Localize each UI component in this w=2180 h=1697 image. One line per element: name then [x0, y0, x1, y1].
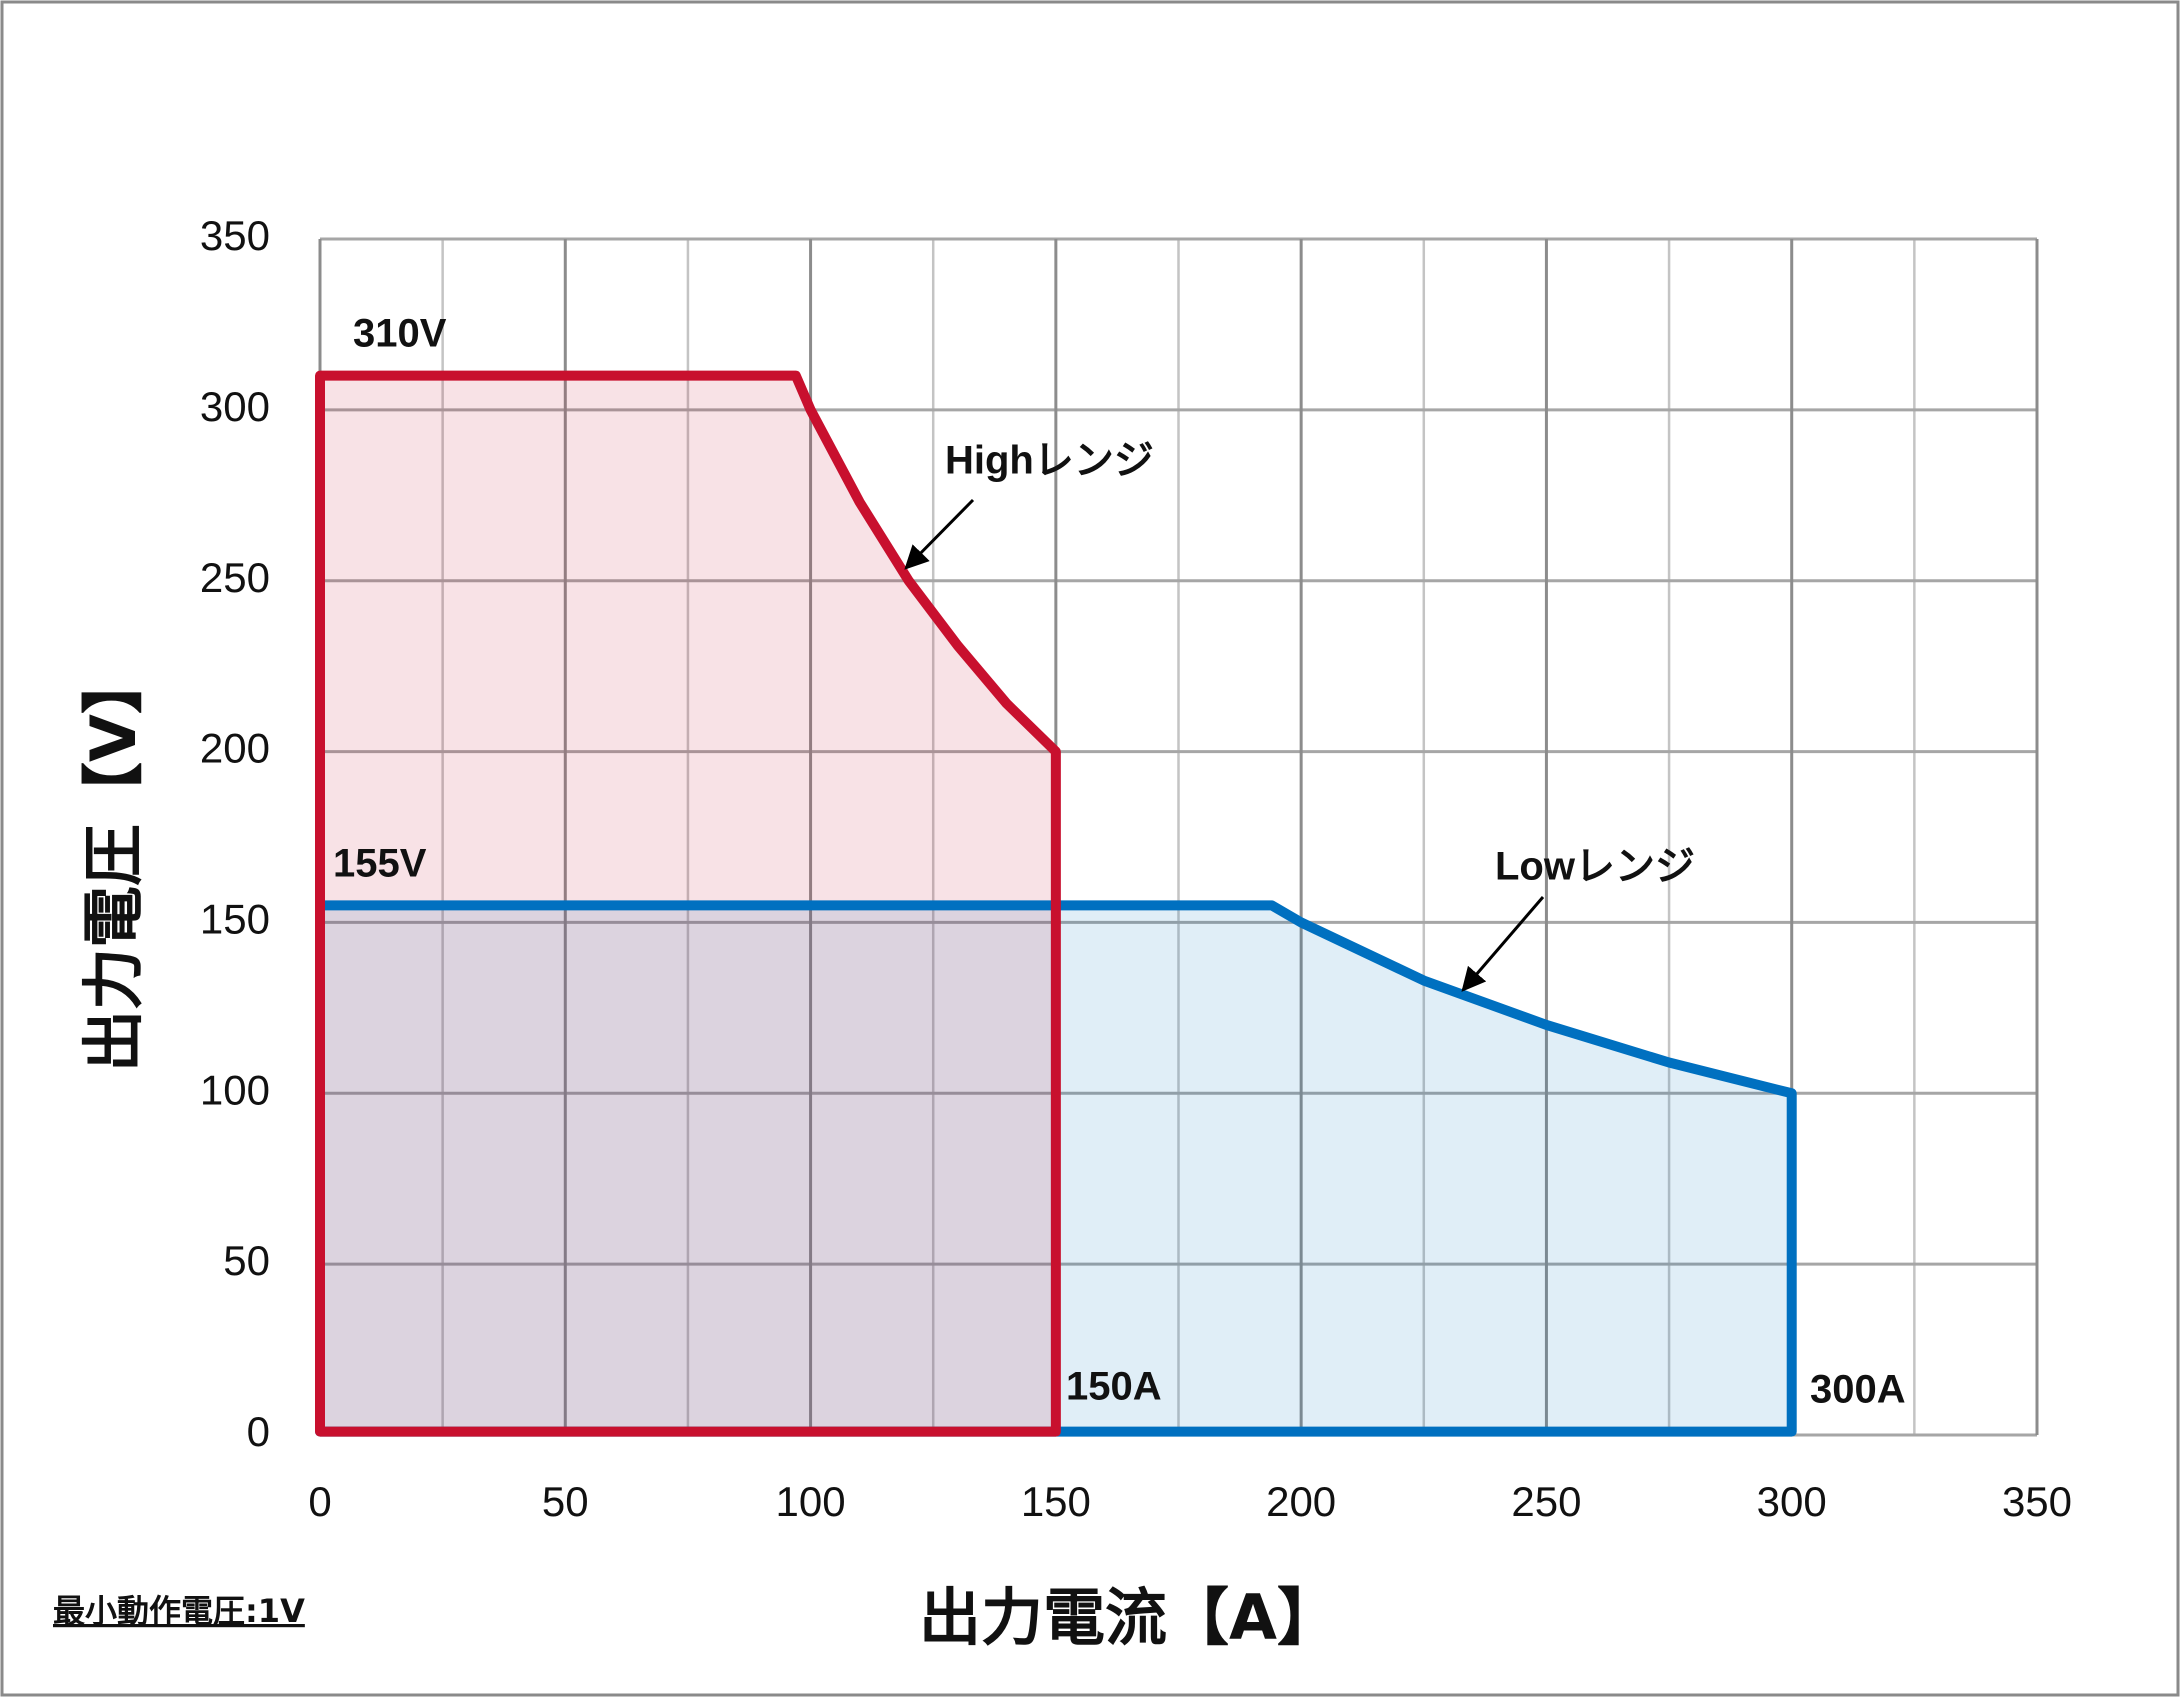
y-tick-label: 200	[200, 725, 270, 772]
annotation: 300A	[1810, 1368, 1906, 1412]
y-tick-label: 100	[200, 1066, 270, 1113]
x-axis-title: 出力電流【A】	[919, 1581, 1339, 1654]
x-tick-label: 100	[776, 1478, 846, 1525]
y-tick-label: 300	[200, 383, 270, 430]
line	[315, 900, 1797, 1437]
series-label: Lowレンジ	[1495, 845, 1695, 889]
x-tick-label: 200	[1266, 1478, 1336, 1525]
annotation: 155V	[333, 842, 427, 886]
x-tick-label: 50	[542, 1478, 589, 1525]
x-tick-label: 250	[1511, 1478, 1581, 1525]
annotation: 150A	[1066, 1365, 1162, 1409]
y-tick-label: 350	[200, 212, 270, 259]
y-tick-label: 150	[200, 896, 270, 943]
y-tick-label: 0	[247, 1408, 270, 1455]
arrow	[904, 498, 975, 570]
y-tick-label: 250	[200, 554, 270, 601]
arrow	[1461, 896, 1545, 992]
series-label: Highレンジ	[945, 439, 1154, 483]
y-tick-label: 50	[223, 1237, 270, 1284]
annotation: 310V	[353, 312, 447, 356]
y-axis-title: 出力電圧【V】	[77, 652, 150, 1072]
line	[315, 370, 1061, 1437]
x-tick-label: 150	[1021, 1478, 1091, 1525]
note: 最小動作電圧:1V	[53, 1592, 305, 1630]
x-tick-label: 350	[2002, 1478, 2072, 1525]
x-tick-label: 300	[1757, 1478, 1827, 1525]
x-tick-label: 0	[308, 1478, 331, 1525]
